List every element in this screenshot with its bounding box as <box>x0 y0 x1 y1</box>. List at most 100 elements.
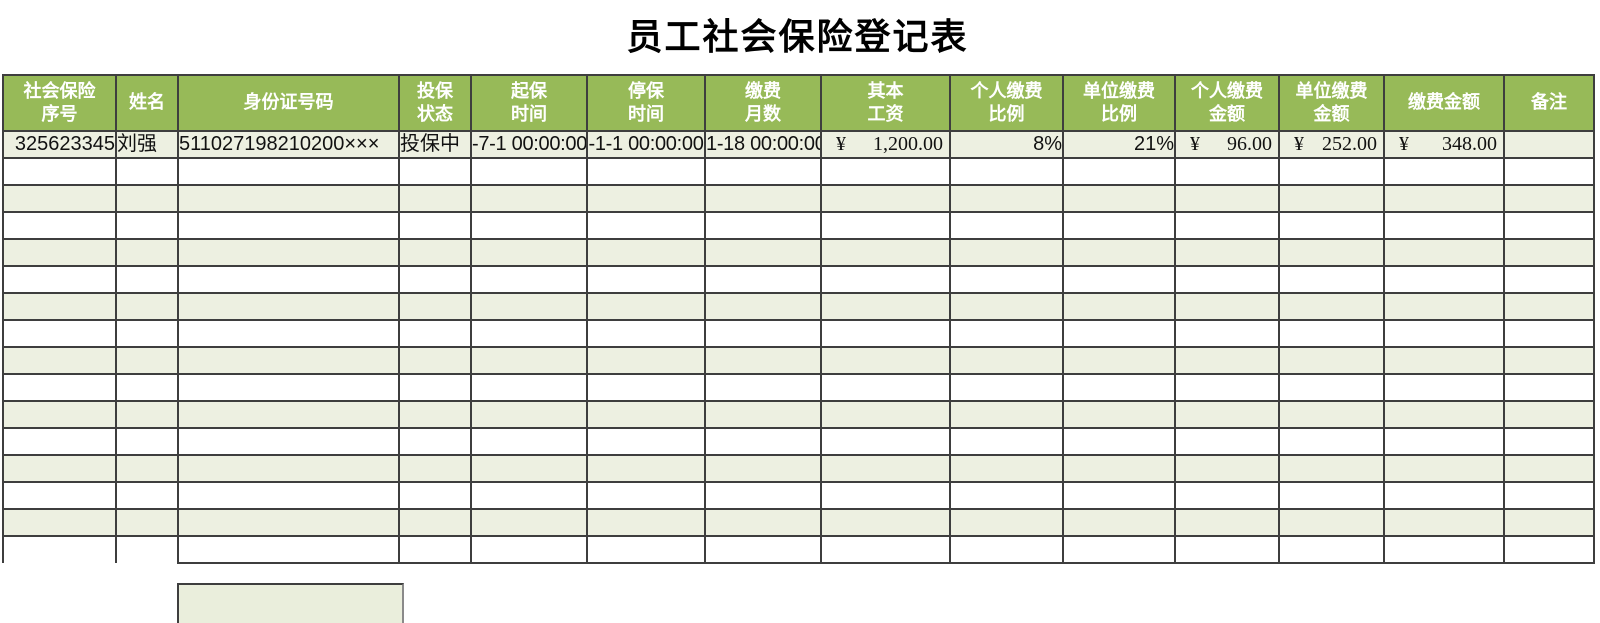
empty-cell[interactable] <box>1174 535 1280 564</box>
col-header-months[interactable]: 缴费 月数 <box>704 74 822 132</box>
empty-cell[interactable] <box>115 535 179 563</box>
empty-cell[interactable] <box>1503 292 1595 321</box>
empty-cell[interactable] <box>1383 346 1505 375</box>
empty-cell[interactable] <box>704 184 822 213</box>
col-header-company-rate[interactable]: 单位缴费 比例 <box>1062 74 1176 132</box>
empty-cell[interactable] <box>1383 265 1505 294</box>
empty-cell[interactable] <box>470 265 588 294</box>
empty-cell[interactable] <box>1383 292 1505 321</box>
empty-cell[interactable] <box>398 346 472 375</box>
empty-cell[interactable] <box>949 400 1064 429</box>
empty-cell[interactable] <box>398 292 472 321</box>
empty-cell[interactable] <box>1503 265 1595 294</box>
empty-cell[interactable] <box>398 427 472 456</box>
empty-cell[interactable] <box>949 292 1064 321</box>
col-header-company-amount[interactable]: 单位缴费 金额 <box>1278 74 1385 132</box>
empty-cell[interactable] <box>1278 157 1385 186</box>
empty-cell[interactable] <box>1278 265 1385 294</box>
empty-cell[interactable] <box>177 211 400 240</box>
empty-cell[interactable] <box>586 184 706 213</box>
empty-cell[interactable] <box>470 454 588 483</box>
empty-cell[interactable] <box>586 319 706 348</box>
empty-cell[interactable] <box>1278 481 1385 510</box>
empty-cell[interactable] <box>398 238 472 267</box>
empty-cell[interactable] <box>1174 157 1280 186</box>
empty-cell[interactable] <box>586 292 706 321</box>
empty-cell[interactable] <box>820 184 951 213</box>
empty-cell[interactable] <box>704 211 822 240</box>
empty-cell[interactable] <box>1062 238 1176 267</box>
empty-cell[interactable] <box>704 292 822 321</box>
empty-cell[interactable] <box>949 157 1064 186</box>
empty-cell[interactable] <box>1174 508 1280 537</box>
empty-cell[interactable] <box>1278 400 1385 429</box>
empty-cell[interactable] <box>115 427 179 456</box>
empty-cell[interactable] <box>704 535 822 564</box>
empty-cell[interactable] <box>949 265 1064 294</box>
empty-cell[interactable] <box>1383 373 1505 402</box>
cell-serial[interactable]: 325623345 <box>2 130 117 159</box>
empty-cell[interactable] <box>1503 427 1595 456</box>
empty-cell[interactable] <box>949 319 1064 348</box>
empty-cell[interactable] <box>1503 184 1595 213</box>
empty-cell[interactable] <box>820 454 951 483</box>
empty-cell[interactable] <box>398 373 472 402</box>
empty-cell[interactable] <box>1278 292 1385 321</box>
empty-cell[interactable] <box>1278 427 1385 456</box>
empty-cell[interactable] <box>470 346 588 375</box>
cell-company-amount[interactable]: ¥ 252.00 <box>1278 130 1385 159</box>
empty-cell[interactable] <box>115 292 179 321</box>
empty-cell[interactable] <box>177 427 400 456</box>
empty-cell[interactable] <box>1503 535 1595 564</box>
empty-cell[interactable] <box>1174 346 1280 375</box>
empty-cell[interactable] <box>1174 319 1280 348</box>
col-header-stop-time[interactable]: 停保 时间 <box>586 74 706 132</box>
empty-cell[interactable] <box>398 157 472 186</box>
empty-cell[interactable] <box>820 319 951 348</box>
empty-cell[interactable] <box>1278 319 1385 348</box>
empty-cell[interactable] <box>115 265 179 294</box>
empty-cell[interactable] <box>586 157 706 186</box>
empty-cell[interactable] <box>115 157 179 186</box>
empty-cell[interactable] <box>2 238 117 267</box>
empty-cell[interactable] <box>1383 427 1505 456</box>
empty-cell[interactable] <box>1062 535 1176 564</box>
empty-cell[interactable] <box>949 211 1064 240</box>
empty-cell[interactable] <box>177 292 400 321</box>
empty-cell[interactable] <box>1062 346 1176 375</box>
col-header-id-number[interactable]: 身份证号码 <box>177 74 400 132</box>
empty-cell[interactable] <box>470 427 588 456</box>
empty-cell[interactable] <box>949 535 1064 564</box>
empty-cell[interactable] <box>1062 292 1176 321</box>
empty-cell[interactable] <box>2 319 117 348</box>
empty-cell[interactable] <box>820 238 951 267</box>
empty-cell[interactable] <box>1174 265 1280 294</box>
empty-cell[interactable] <box>1503 346 1595 375</box>
empty-cell[interactable] <box>586 481 706 510</box>
empty-cell[interactable] <box>1062 508 1176 537</box>
empty-cell[interactable] <box>2 265 117 294</box>
empty-cell[interactable] <box>586 535 706 564</box>
col-header-personal-amount[interactable]: 个人缴费 金额 <box>1174 74 1280 132</box>
empty-cell[interactable] <box>704 238 822 267</box>
empty-cell[interactable] <box>1503 211 1595 240</box>
empty-cell[interactable] <box>1278 508 1385 537</box>
col-header-total-amount[interactable]: 缴费金额 <box>1383 74 1505 132</box>
empty-cell[interactable] <box>115 319 179 348</box>
empty-cell[interactable] <box>1278 346 1385 375</box>
col-header-base-salary[interactable]: 其本 工资 <box>820 74 951 132</box>
empty-cell[interactable] <box>115 373 179 402</box>
empty-cell[interactable] <box>1062 211 1176 240</box>
cell-start-time[interactable]: -7-1 00:00:00 <box>470 130 588 159</box>
empty-cell[interactable] <box>704 373 822 402</box>
cell-months[interactable]: 1-18 00:00:00 <box>704 130 822 159</box>
empty-cell[interactable] <box>470 481 588 510</box>
empty-cell[interactable] <box>820 292 951 321</box>
empty-cell[interactable] <box>115 184 179 213</box>
empty-cell[interactable] <box>470 535 588 564</box>
empty-cell[interactable] <box>1062 373 1176 402</box>
empty-cell[interactable] <box>949 427 1064 456</box>
empty-cell[interactable] <box>1174 292 1280 321</box>
col-header-remark[interactable]: 备注 <box>1503 74 1595 132</box>
empty-cell[interactable] <box>1174 400 1280 429</box>
